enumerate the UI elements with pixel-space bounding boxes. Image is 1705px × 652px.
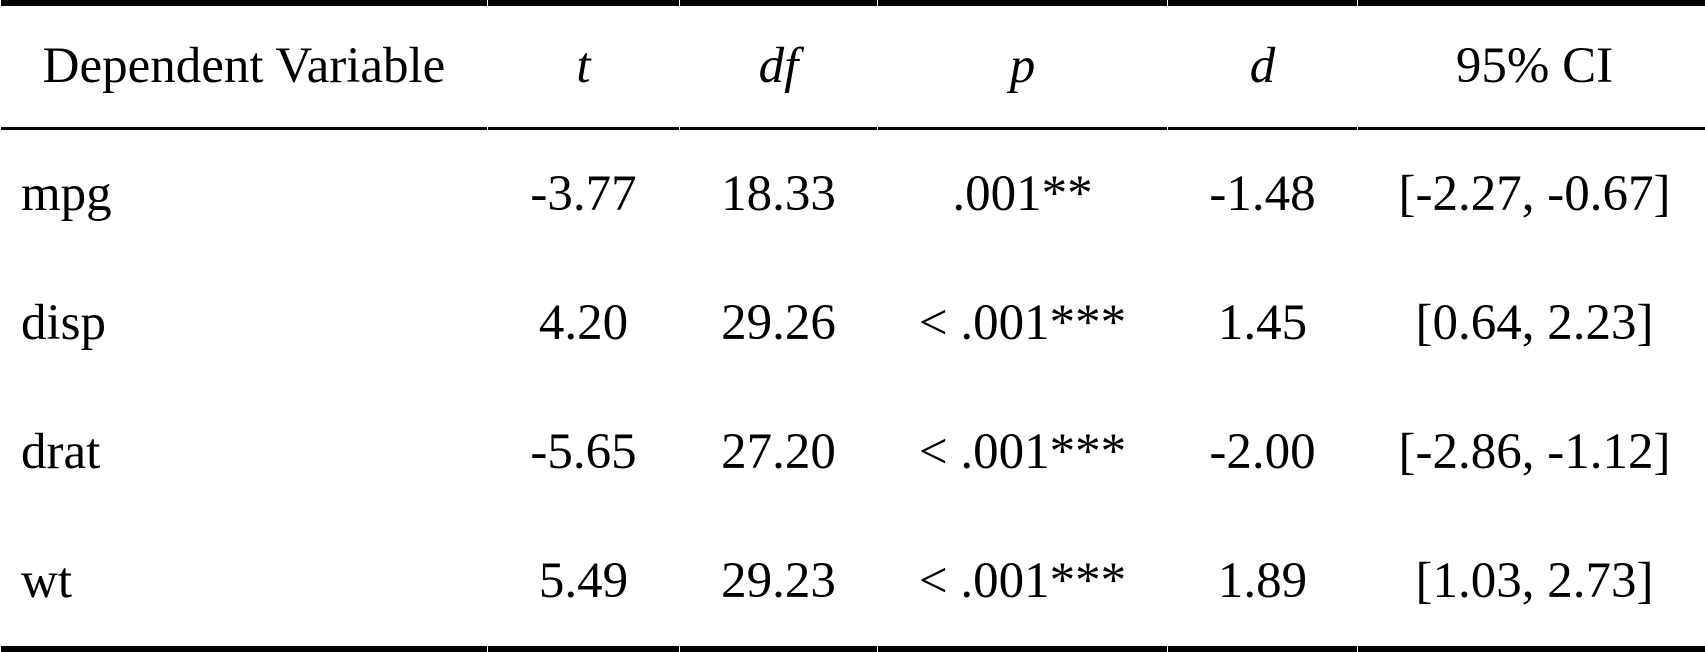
- cell-t: 5.49: [488, 517, 679, 652]
- cell-t: -5.65: [530, 424, 637, 481]
- cell-dependent-variable: mpg: [21, 166, 112, 223]
- cell-95ci: [-2.86, -1.12]: [1398, 424, 1671, 481]
- cell-p: .001**: [952, 166, 1093, 223]
- header-row: Dependent Variable t df p d 95% CI: [1, 0, 1705, 130]
- cell-df: 27.20: [721, 424, 836, 481]
- cell-df: 18.33: [721, 166, 836, 223]
- cell-95ci: [1.03, 2.73]: [1358, 517, 1705, 652]
- cell-dependent-variable: drat: [21, 424, 101, 481]
- table-row: wt 5.49 29.23 < .001*** 1.89 [1.03, 2.73…: [1, 517, 1705, 652]
- table-body: mpg -3.77 18.33 .001** -1.48 [-2.27, -0.…: [1, 130, 1705, 652]
- table-row: disp 4.20 29.26 < .001*** 1.45 [0.64, 2.…: [1, 259, 1705, 388]
- column-header-dependent-variable: Dependent Variable: [1, 0, 487, 130]
- column-header-95ci: 95% CI: [1358, 0, 1705, 130]
- cell-t: -3.77: [530, 166, 637, 223]
- cell-d: 1.89: [1168, 517, 1357, 652]
- cell-d: -2.00: [1209, 424, 1316, 481]
- cell-95ci: [0.64, 2.23]: [1415, 295, 1654, 352]
- column-header-df: df: [680, 0, 877, 130]
- column-header-p: p: [878, 0, 1167, 130]
- cell-df: 29.26: [721, 295, 836, 352]
- cell-p: < .001***: [878, 517, 1167, 652]
- table-row: drat -5.65 27.20 < .001*** -2.00 [-2.86,…: [1, 388, 1705, 517]
- table-row: mpg -3.77 18.33 .001** -1.48 [-2.27, -0.…: [1, 130, 1705, 259]
- cell-d: 1.45: [1217, 295, 1308, 352]
- cell-p: < .001***: [918, 424, 1127, 481]
- column-header-t: t: [488, 0, 679, 130]
- cell-t: 4.20: [538, 295, 629, 352]
- cell-p: < .001***: [918, 295, 1127, 352]
- cell-d: -1.48: [1209, 166, 1316, 223]
- cell-dependent-variable: disp: [21, 295, 107, 352]
- cell-dependent-variable: wt: [1, 517, 487, 652]
- column-header-d: d: [1168, 0, 1357, 130]
- cell-95ci: [-2.27, -0.67]: [1398, 166, 1671, 223]
- cell-df: 29.23: [680, 517, 877, 652]
